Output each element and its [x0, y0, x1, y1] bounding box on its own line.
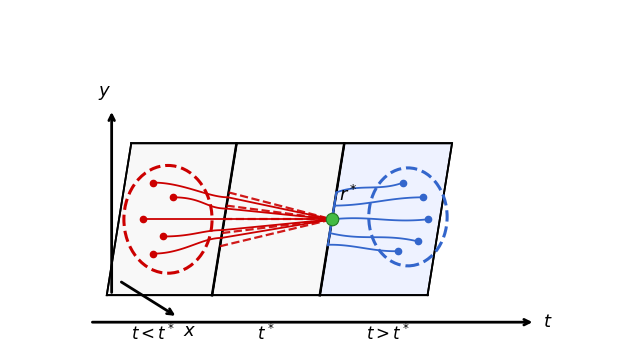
Polygon shape	[320, 143, 452, 295]
Text: $t^*$: $t^*$	[257, 324, 275, 345]
Text: $t$: $t$	[542, 313, 552, 331]
Text: $r^*$: $r^*$	[339, 184, 358, 205]
Text: $y$: $y$	[97, 84, 111, 102]
Polygon shape	[107, 143, 237, 295]
Polygon shape	[212, 143, 344, 295]
Text: $t > t^*$: $t > t^*$	[366, 324, 410, 345]
Text: $t < t^*$: $t < t^*$	[131, 324, 175, 345]
Text: $x$: $x$	[183, 322, 196, 340]
